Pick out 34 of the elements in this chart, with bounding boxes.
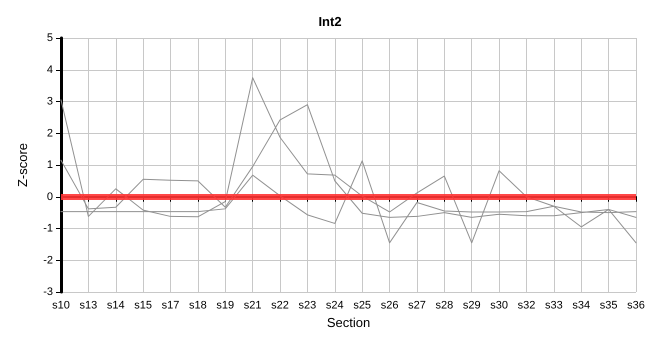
x-tick-label: s29 — [462, 300, 481, 312]
y-axis-title: Z-score — [15, 142, 30, 188]
y-tick-label: 5 — [46, 32, 53, 44]
x-tick-label: s17 — [162, 300, 180, 312]
x-tick-label: s14 — [106, 300, 125, 312]
x-tick-label: s25 — [353, 300, 372, 312]
x-tick-label: s15 — [134, 300, 152, 312]
y-tick-label: 0 — [46, 190, 53, 203]
y-tick-label: -3 — [43, 286, 53, 298]
x-tick-label: s26 — [380, 300, 398, 312]
x-tick-label: s21 — [244, 300, 262, 312]
x-tick-label: s34 — [572, 300, 590, 312]
y-tick-label: 1 — [46, 159, 53, 171]
x-tick-label: s23 — [298, 300, 316, 312]
x-tick-label: s10 — [52, 300, 70, 312]
y-tick-label: 4 — [46, 64, 53, 76]
x-tick-label: s36 — [627, 300, 645, 312]
x-tick-label: s33 — [544, 300, 563, 312]
y-tick-label: 2 — [46, 127, 53, 140]
x-tick-label: s19 — [216, 300, 234, 312]
x-tick-label: s28 — [435, 300, 454, 312]
x-tick-label: s18 — [189, 300, 207, 312]
y-tick-label: -2 — [43, 254, 53, 266]
y-tick-label: -1 — [43, 222, 53, 234]
x-tick-label: s30 — [490, 300, 508, 312]
x-tick-label: s32 — [518, 300, 536, 312]
x-axis-title: Section — [326, 315, 370, 330]
x-tick-label: s35 — [600, 300, 618, 312]
x-tick-label: s13 — [80, 300, 98, 312]
x-tick-label: s24 — [326, 300, 344, 312]
chart-title: Int2 — [318, 14, 342, 29]
x-tick-label: s22 — [271, 300, 289, 312]
x-tick-label: s27 — [408, 300, 426, 312]
y-tick-label: 3 — [46, 96, 53, 108]
